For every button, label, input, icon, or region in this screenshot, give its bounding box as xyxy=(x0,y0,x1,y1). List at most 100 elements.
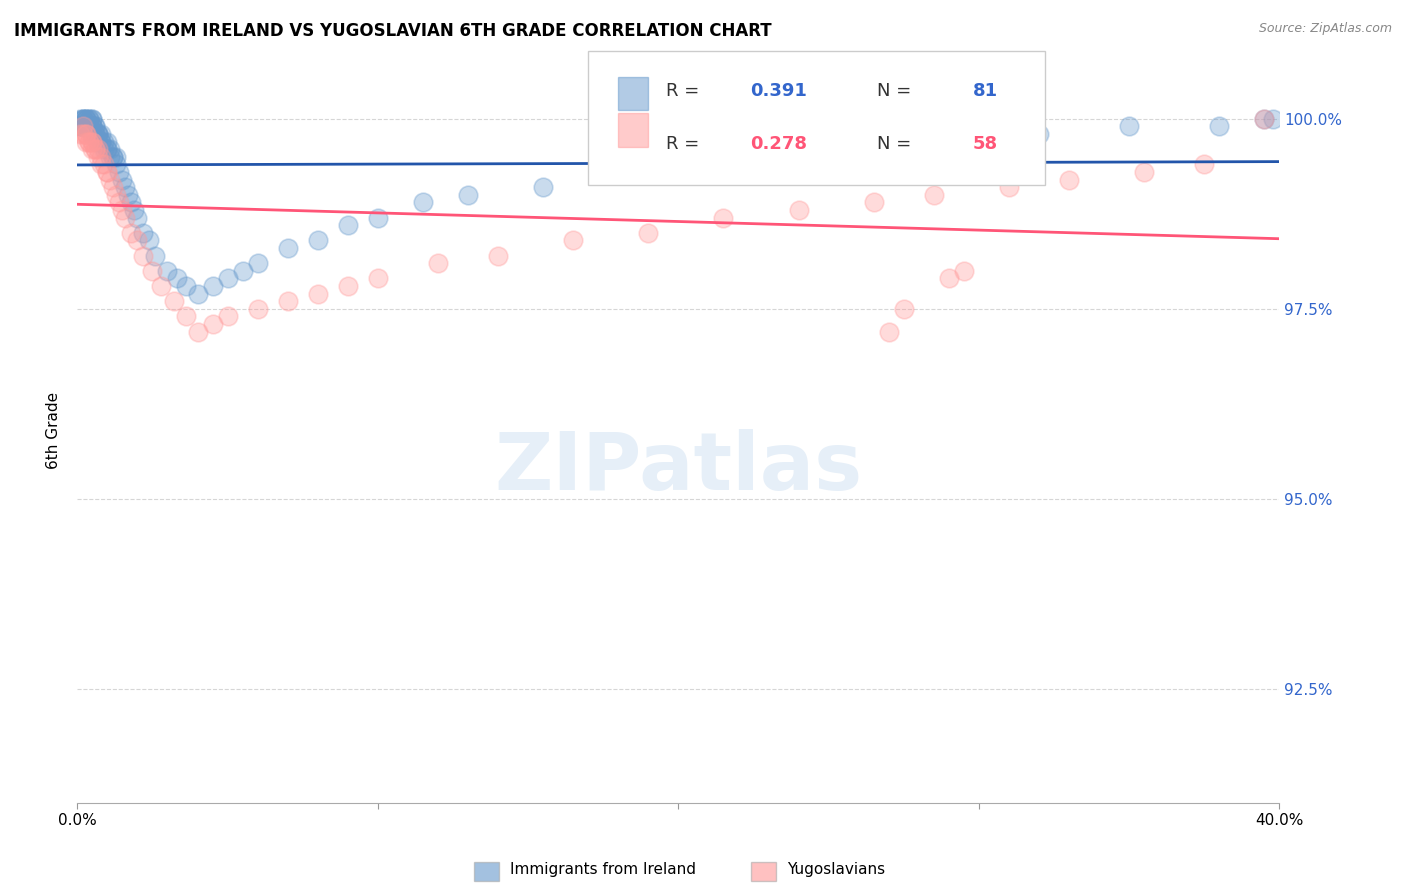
Point xyxy=(82,135,104,149)
Point xyxy=(87,127,110,141)
Point xyxy=(108,195,131,210)
Point xyxy=(100,150,122,164)
Point xyxy=(69,120,91,134)
Point xyxy=(82,112,104,126)
Point xyxy=(162,294,184,309)
Point xyxy=(111,202,134,217)
Point xyxy=(120,226,142,240)
Point xyxy=(69,112,91,126)
Point xyxy=(72,120,94,134)
Text: Source: ZipAtlas.com: Source: ZipAtlas.com xyxy=(1258,22,1392,36)
Point xyxy=(84,127,107,141)
Point xyxy=(531,180,554,194)
Point xyxy=(427,256,450,270)
Point xyxy=(307,286,329,301)
Point xyxy=(217,271,239,285)
Point xyxy=(787,202,810,217)
Text: N =: N = xyxy=(877,135,917,153)
Point xyxy=(336,218,359,232)
Point xyxy=(486,249,509,263)
Point xyxy=(87,127,110,141)
Point xyxy=(1208,120,1230,134)
Point xyxy=(174,310,197,324)
Point xyxy=(277,241,299,255)
Point xyxy=(108,165,131,179)
Point xyxy=(96,165,118,179)
Point xyxy=(79,112,101,126)
Point xyxy=(114,180,136,194)
Point xyxy=(150,279,173,293)
Point xyxy=(307,233,329,247)
FancyBboxPatch shape xyxy=(619,77,648,110)
Point xyxy=(79,112,101,126)
Point xyxy=(412,195,434,210)
Point xyxy=(277,294,299,309)
Point xyxy=(84,142,107,156)
Text: 0.278: 0.278 xyxy=(751,135,807,153)
Point xyxy=(90,135,112,149)
Point xyxy=(82,120,104,134)
FancyBboxPatch shape xyxy=(588,51,1045,185)
Point xyxy=(232,264,254,278)
Point xyxy=(1253,112,1275,126)
Point xyxy=(127,233,149,247)
Point xyxy=(607,165,630,179)
Point xyxy=(105,187,128,202)
Point xyxy=(336,279,359,293)
Point xyxy=(72,112,94,126)
Point xyxy=(187,325,209,339)
Point xyxy=(93,135,115,149)
Point xyxy=(79,135,101,149)
Text: R =: R = xyxy=(666,82,706,101)
Point xyxy=(1253,112,1275,126)
Point xyxy=(201,317,224,331)
Point xyxy=(103,150,125,164)
Point xyxy=(246,301,269,316)
Point xyxy=(82,120,104,134)
Point xyxy=(82,127,104,141)
Point xyxy=(111,172,134,186)
Point xyxy=(217,310,239,324)
Point xyxy=(922,187,945,202)
Point xyxy=(69,120,91,134)
Point xyxy=(75,127,97,141)
Point xyxy=(72,120,94,134)
Point xyxy=(120,195,142,210)
Text: 58: 58 xyxy=(973,135,998,153)
Point xyxy=(82,142,104,156)
Point xyxy=(1028,127,1050,141)
Point xyxy=(84,142,107,156)
Point xyxy=(84,120,107,134)
Point xyxy=(893,301,915,316)
Point xyxy=(1194,157,1216,171)
Point xyxy=(84,127,107,141)
Point xyxy=(998,180,1021,194)
Point xyxy=(96,142,118,156)
Point xyxy=(562,233,585,247)
Point xyxy=(103,180,125,194)
Point xyxy=(96,165,118,179)
Point xyxy=(156,264,179,278)
Point xyxy=(79,120,101,134)
Point xyxy=(96,142,118,156)
Point xyxy=(75,120,97,134)
Point xyxy=(82,135,104,149)
Text: IMMIGRANTS FROM IRELAND VS YUGOSLAVIAN 6TH GRADE CORRELATION CHART: IMMIGRANTS FROM IRELAND VS YUGOSLAVIAN 6… xyxy=(14,22,772,40)
Text: R =: R = xyxy=(666,135,706,153)
Point xyxy=(103,150,125,164)
Point xyxy=(84,120,107,134)
Point xyxy=(141,264,163,278)
Point xyxy=(953,264,976,278)
Point xyxy=(69,127,91,141)
Point xyxy=(96,135,118,149)
Point xyxy=(79,120,101,134)
Point xyxy=(87,135,110,149)
Point xyxy=(938,135,960,149)
Point xyxy=(87,142,110,156)
Point xyxy=(100,172,122,186)
Point xyxy=(75,127,97,141)
Point xyxy=(72,127,94,141)
Point xyxy=(132,249,155,263)
Point xyxy=(1118,120,1140,134)
Point xyxy=(713,211,735,225)
